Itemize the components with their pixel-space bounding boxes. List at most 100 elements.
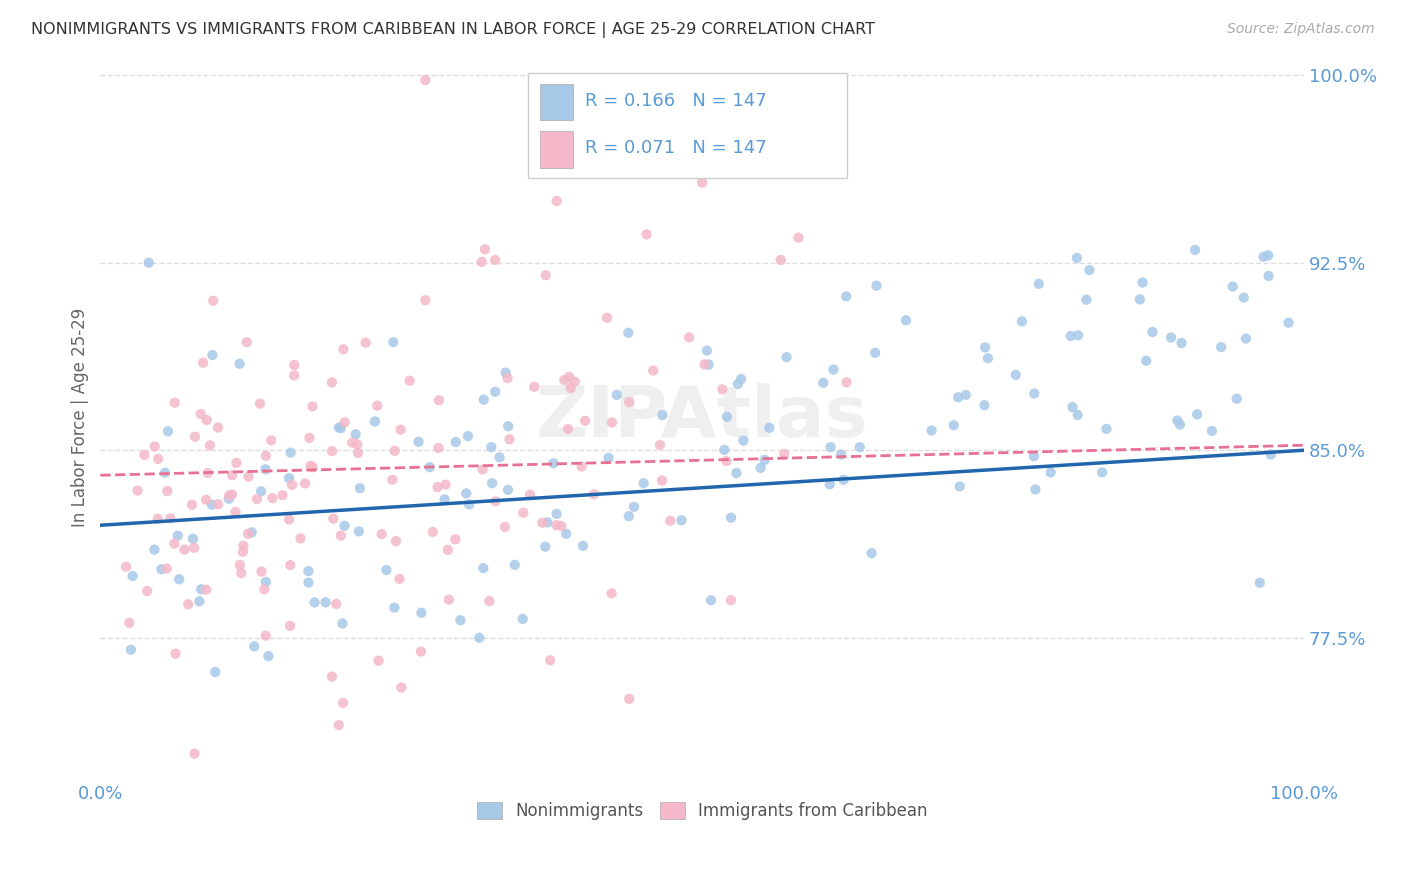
Point [633,476,655,491]
Point [560,381,582,395]
Point [1091,466,1114,480]
Point [325,597,347,611]
Point [166,528,188,542]
Point [531,146,554,161]
Point [512,506,534,520]
Point [449,613,471,627]
Point [1132,276,1154,290]
Point [250,565,273,579]
Point [246,492,269,507]
Bar [540,131,574,168]
Point [236,526,259,541]
Point [1201,424,1223,438]
Point [651,474,673,488]
Point [354,335,377,350]
Point [278,619,301,633]
Point [381,473,404,487]
Point [1129,293,1152,307]
Point [195,492,218,507]
Point [250,484,273,499]
Point [232,539,254,553]
Text: Source: ZipAtlas.com: Source: ZipAtlas.com [1227,22,1375,37]
Point [617,395,640,409]
Point [651,408,673,422]
Point [619,691,641,706]
Point [202,293,225,308]
Point [1004,368,1026,382]
Point [375,563,398,577]
Point [127,483,149,498]
Point [596,310,619,325]
Point [419,460,441,475]
Point [512,612,534,626]
Point [181,498,204,512]
Point [240,525,263,540]
Point [820,440,842,454]
Point [415,293,437,308]
Point [253,582,276,597]
Point [1226,392,1249,406]
Point [301,400,323,414]
Point [427,393,450,408]
Point [564,375,586,389]
Point [173,542,195,557]
Point [546,194,568,208]
Point [484,494,506,508]
Point [384,443,406,458]
Point [787,230,810,244]
Point [346,437,368,451]
Text: R = 0.071   N = 147: R = 0.071 N = 147 [585,139,768,157]
Point [1211,340,1233,354]
Point [366,399,388,413]
Point [426,480,449,494]
Legend: Nonimmigrants, Immigrants from Caribbean: Nonimmigrants, Immigrants from Caribbean [470,795,935,826]
Point [848,440,870,454]
Point [948,390,970,404]
Point [163,395,186,409]
Point [304,595,326,609]
Point [332,696,354,710]
Point [138,255,160,269]
Point [720,510,742,524]
Point [1170,336,1192,351]
Point [207,420,229,434]
Point [531,516,554,530]
Point [472,561,495,575]
Point [329,421,352,435]
Point [298,431,321,445]
Point [498,432,520,446]
Point [1233,291,1256,305]
Point [156,561,179,575]
Point [823,362,845,376]
Point [519,488,541,502]
Point [156,424,179,438]
Point [329,528,352,542]
Point [260,434,283,448]
Point [371,527,394,541]
Point [1067,328,1090,343]
Point [422,524,444,539]
Point [571,459,593,474]
Point [229,558,252,572]
Point [474,243,496,257]
Point [347,524,370,539]
Bar [540,84,574,120]
Point [534,268,557,283]
Point [716,409,738,424]
Point [863,346,886,360]
Point [388,572,411,586]
Point [643,363,665,377]
Point [1135,353,1157,368]
Point [228,357,250,371]
Point [894,313,917,327]
Point [321,669,343,683]
Point [1024,483,1046,497]
Point [557,422,579,436]
Point [606,388,628,402]
Point [115,559,138,574]
Point [1222,279,1244,293]
Point [697,358,720,372]
Point [1160,330,1182,344]
Point [472,392,495,407]
Text: NONIMMIGRANTS VS IMMIGRANTS FROM CARIBBEAN IN LABOR FORCE | AGE 25-29 CORRELATIO: NONIMMIGRANTS VS IMMIGRANTS FROM CARIBBE… [31,22,875,38]
